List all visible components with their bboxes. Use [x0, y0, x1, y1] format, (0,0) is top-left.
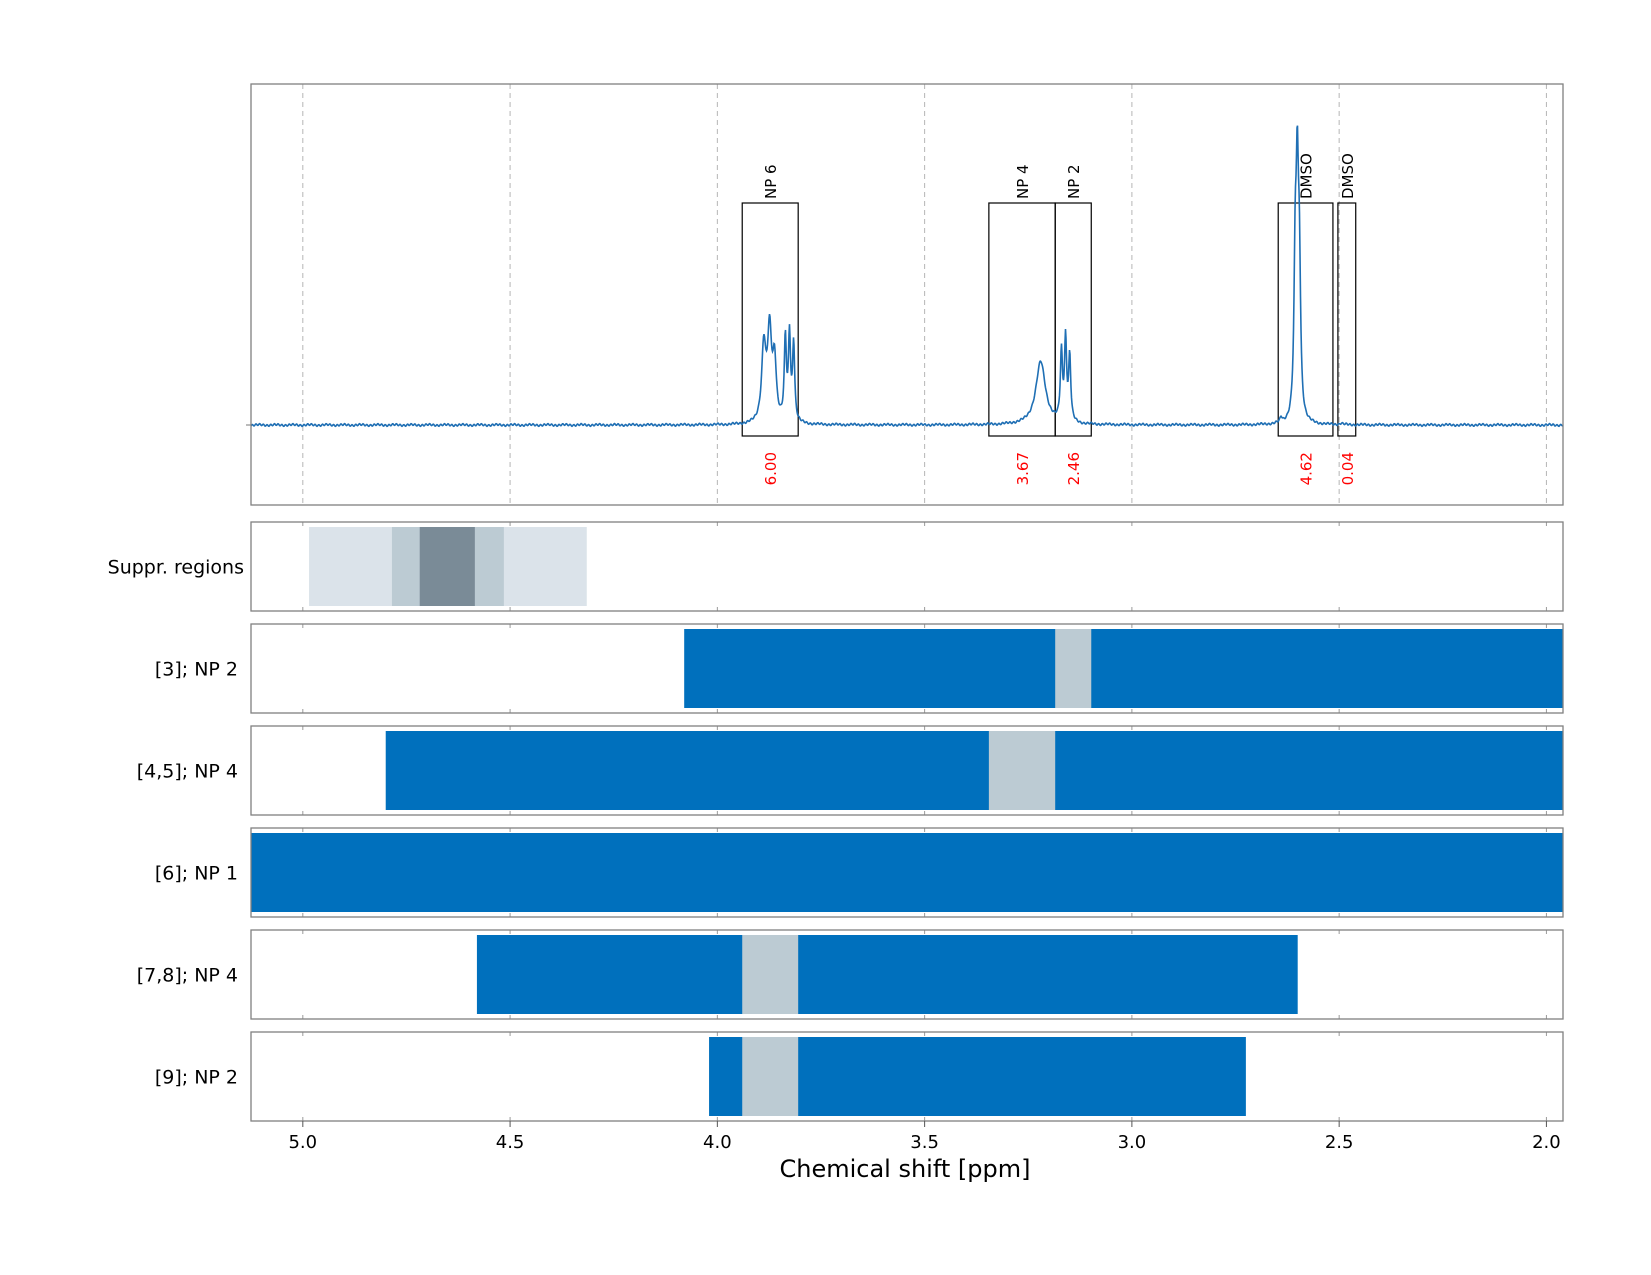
track-bar: [476, 935, 1298, 1014]
track-frame: [250, 725, 1564, 816]
track-gap: [742, 1037, 799, 1116]
track-label: [6]; NP 1: [155, 863, 238, 885]
annotation-label: NP 2: [1065, 164, 1083, 199]
track-frame: [250, 1031, 1564, 1122]
track-bar: [251, 833, 1563, 912]
integral-value: 6.00: [762, 452, 780, 485]
annotation-box: [988, 202, 1056, 437]
track-label: [7,8]; NP 4: [137, 965, 238, 987]
track-bar: [385, 731, 1564, 810]
annotation-label: NP 4: [1014, 164, 1032, 199]
track-frame: [250, 623, 1564, 714]
suppression-label: Suppr. regions: [108, 557, 244, 579]
integral-value: 0.04: [1339, 452, 1357, 485]
annotation-label: DMSO: [1339, 153, 1357, 199]
integral-value: 2.46: [1065, 452, 1083, 485]
track-gap: [742, 935, 799, 1014]
suppression-frame: [250, 521, 1564, 612]
x-tick-label: 2.0: [1532, 1132, 1561, 1153]
track: [6]; NP 1: [155, 827, 1564, 918]
x-tick-label: 4.5: [496, 1132, 525, 1153]
x-tick-label: 5.0: [288, 1132, 317, 1153]
annotation-label: NP 6: [762, 164, 780, 199]
x-tick-label: 3.5: [910, 1132, 939, 1153]
annotation-box: [1337, 202, 1357, 437]
track-label: [9]; NP 2: [155, 1067, 238, 1089]
annotation-label: DMSO: [1298, 153, 1316, 199]
track: [4,5]; NP 4: [137, 725, 1564, 816]
track-gap: [1055, 629, 1092, 708]
track: [7,8]; NP 4: [137, 929, 1564, 1020]
track: [3]; NP 2: [155, 623, 1564, 714]
track-gap: [988, 731, 1056, 810]
track-bar: [684, 629, 1563, 708]
track-bar: [709, 1037, 1246, 1116]
track-frame: [250, 929, 1564, 1020]
track-label: [3]; NP 2: [155, 659, 238, 681]
x-axis: 5.0 4.5 4.0 3.5 3.0 2.5 2.0: [288, 1121, 1561, 1153]
track-label: [4,5]; NP 4: [137, 761, 238, 783]
annotation-box: [1277, 202, 1334, 437]
integral-value: 3.67: [1014, 452, 1032, 485]
track-frame: [250, 827, 1564, 918]
x-axis-label: Chemical shift [ppm]: [779, 1155, 1030, 1183]
annotation-box: [1054, 202, 1092, 437]
spectrum-panel: NP 6 6.00 NP 4 3.67 NP 2 2.46 DMSO 4.62 DMSO 0.04: [246, 83, 1564, 506]
tracks-group: [3]; NP 2 [4,5]; NP 4 [6]; NP 1 [7,8]; NP 4…: [137, 623, 1564, 1122]
suppression-region: [419, 527, 475, 606]
spectrum-line: [250, 125, 1564, 428]
suppression-panel: Suppr. regions: [108, 521, 1564, 612]
annotation-box: [741, 202, 799, 437]
x-tick-label: 2.5: [1325, 1132, 1354, 1153]
integral-value: 4.62: [1298, 452, 1316, 485]
spectrum-frame: [250, 83, 1564, 506]
track: [9]; NP 2: [155, 1031, 1564, 1122]
x-tick-label: 3.0: [1118, 1132, 1147, 1153]
x-tick-label: 4.0: [703, 1132, 732, 1153]
